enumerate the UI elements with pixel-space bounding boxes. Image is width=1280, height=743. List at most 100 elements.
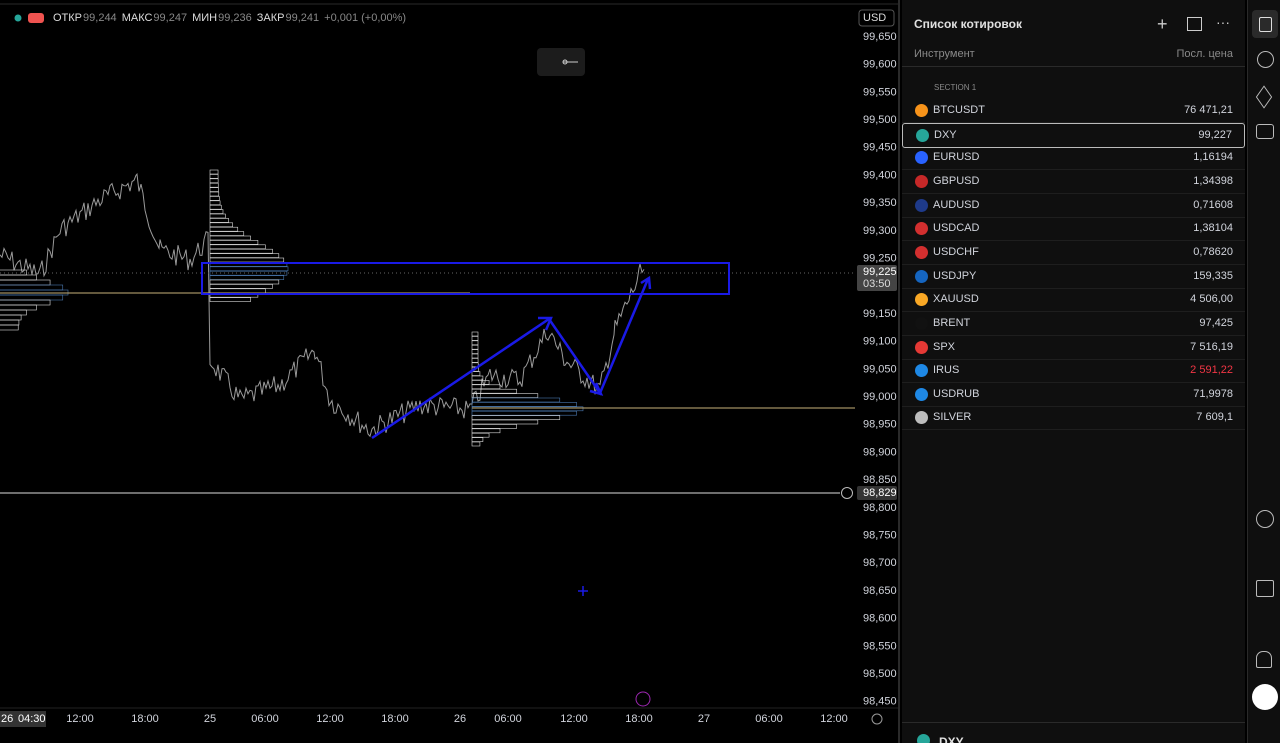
- current-price: 99,225: [863, 266, 897, 278]
- watchlist-row[interactable]: USDRUB 71,9978: [902, 383, 1245, 407]
- cursor-day: 26: [1, 713, 13, 725]
- last-price: 76 471,21: [1184, 104, 1233, 116]
- time-label: 27: [698, 713, 710, 725]
- symbol: SILVER: [933, 411, 972, 424]
- watchlist-row[interactable]: BRENT 97,425: [902, 312, 1245, 336]
- last-price: 0,78620: [1193, 245, 1233, 258]
- splitter[interactable]: [898, 0, 900, 743]
- volume-profile: [471, 340, 479, 346]
- price-label: 99,450: [863, 142, 897, 154]
- watchlist-row[interactable]: USDCHF 0,78620: [902, 241, 1245, 265]
- symbol: USDCAD: [933, 222, 980, 235]
- price-label: 99,100: [863, 336, 897, 348]
- last-price: 2 591,22: [1190, 364, 1233, 377]
- column-header[interactable]: Посл. цена: [1176, 48, 1233, 60]
- watchlist-panel: Список котировок + ··· Инструмент Посл. …: [902, 0, 1245, 743]
- drawing-toolbar[interactable]: [537, 48, 585, 76]
- price-label: 98,750: [863, 530, 897, 542]
- currency-button[interactable]: [858, 9, 895, 27]
- watchlist-row[interactable]: GBPUSD 1,34398: [902, 170, 1245, 194]
- price-label: 99,000: [863, 391, 897, 403]
- volume-profile: [471, 358, 479, 363]
- symbol-icon: [915, 222, 928, 236]
- time-label: 06:00: [494, 713, 522, 725]
- volume-profile: [471, 419, 539, 425]
- watchlist-row[interactable]: EURUSD 1,16194: [902, 146, 1245, 171]
- volume-profile: [471, 397, 561, 403]
- layers-tab[interactable]: [1255, 85, 1273, 109]
- section-header[interactable]: SECTION 1: [934, 83, 977, 92]
- time-label: 26: [454, 713, 466, 725]
- chat-tab[interactable]: [1256, 124, 1274, 139]
- layout-button[interactable]: [1187, 17, 1202, 31]
- volume-profile: [209, 204, 222, 210]
- volume-profile: [209, 226, 239, 232]
- price-label: 99,550: [863, 86, 897, 98]
- volume-profile: [209, 297, 251, 302]
- add-button[interactable]: +: [1157, 14, 1168, 34]
- event-marker[interactable]: [635, 691, 651, 707]
- rectangle-drawing[interactable]: [201, 262, 730, 295]
- symbol-icon: [915, 316, 928, 330]
- ohlc-label: МИН: [192, 12, 217, 24]
- time-label: 18:00: [625, 713, 653, 725]
- legend-bg: [0, 8, 380, 28]
- time-label: 12:00: [560, 713, 588, 725]
- volume-profile: [471, 428, 501, 434]
- currency-label[interactable]: USD: [863, 12, 886, 24]
- alerts-tab[interactable]: [1257, 51, 1274, 68]
- price-label: 99,600: [863, 59, 897, 71]
- watchlist-row[interactable]: XAUUSD 4 506,00: [902, 288, 1245, 313]
- watchlist-title[interactable]: Список котировок: [914, 17, 1022, 31]
- watchlist-row[interactable]: SPX 7 516,19: [902, 336, 1245, 360]
- settings-button[interactable]: [871, 713, 883, 725]
- calendar-tab[interactable]: [1256, 580, 1274, 597]
- symbol: BRENT: [933, 316, 971, 329]
- watchlist-row[interactable]: DXY 99,227: [902, 122, 1245, 148]
- watchlist-row[interactable]: USDJPY 159,335: [902, 265, 1245, 289]
- legend-bar: ОТКР 99,244 МАКС 99,247 МИН 99,236 ЗАКР 99,241 +…: [0, 8, 406, 28]
- volume-profile: [209, 284, 273, 289]
- notifications-tab[interactable]: [1256, 651, 1272, 668]
- watchlist-tab[interactable]: [1252, 10, 1278, 38]
- volume-profile: [209, 231, 245, 236]
- volume-profile: [209, 187, 219, 192]
- watchlist-row[interactable]: USDCAD 1,38104: [902, 217, 1245, 242]
- arrow-drawing[interactable]: [371, 278, 650, 440]
- symbol: USDCHF: [933, 245, 979, 258]
- last-price: 1,38104: [1193, 222, 1233, 235]
- price-label: 98,800: [863, 502, 897, 514]
- price-label: 98,700: [863, 557, 897, 569]
- price-label: 98,850: [863, 474, 897, 486]
- time-label: 18:00: [381, 713, 409, 725]
- time-axis: 26 04:30 12:00 18:00 25 06:00 12:00 18:00 26 06:0…: [0, 707, 898, 743]
- chart: USD 99,650 99,600 99,550 99,500 99,450 99,400 9…: [0, 0, 900, 743]
- price-label: 99,300: [863, 225, 897, 237]
- add-alert[interactable]: [841, 487, 853, 499]
- last-price: 71,9978: [1193, 387, 1233, 400]
- ohlc-label: ОТКР: [53, 12, 82, 24]
- more-button[interactable]: ···: [1216, 14, 1230, 30]
- arrow-head: [538, 275, 652, 396]
- details-symbol[interactable]: DXY: [939, 735, 964, 743]
- divider: [902, 66, 1245, 67]
- price-label: 98,550: [863, 640, 897, 652]
- apps-tab[interactable]: [1252, 684, 1278, 710]
- time-label: 06:00: [755, 713, 783, 725]
- last-price: 99,227: [1198, 128, 1232, 141]
- watchlist-row[interactable]: AUDUSD 0,71608: [902, 194, 1245, 218]
- volume-profile: [209, 174, 219, 179]
- volume-profile: [471, 402, 577, 407]
- watchlist-row[interactable]: SILVER 7 609,1: [902, 406, 1245, 431]
- volume-profile: [209, 200, 221, 206]
- price-label: 99,050: [863, 363, 897, 375]
- watchlist-row[interactable]: BTCUSDT 76 471,21: [902, 99, 1245, 123]
- tool-tab[interactable]: [1256, 510, 1274, 528]
- column-header[interactable]: Инструмент: [914, 48, 975, 60]
- last-price: 97,425: [1199, 316, 1233, 329]
- volume-profile: [471, 388, 517, 394]
- toolbar-icon: [562, 59, 568, 65]
- watchlist-row[interactable]: IRUS 2 591,22: [902, 359, 1245, 384]
- symbol-icon: [917, 734, 930, 743]
